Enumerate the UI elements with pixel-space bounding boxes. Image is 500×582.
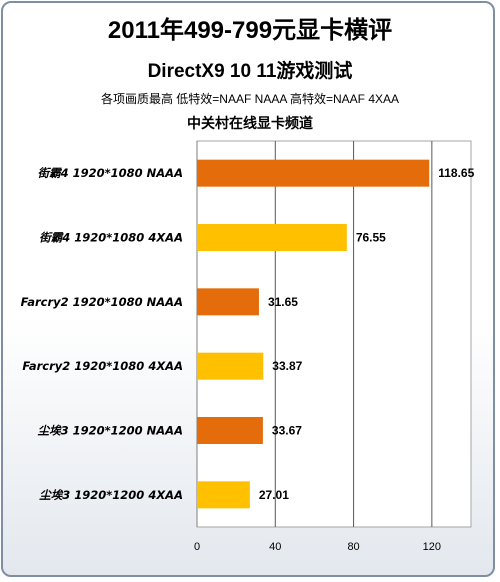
- bar-0: [197, 159, 430, 187]
- category-label-5: 尘埃3 1920*1200 4XAA: [39, 488, 183, 502]
- category-label-2: Farcry2 1920*1080 NAAA: [21, 295, 183, 309]
- category-label-3: Farcry2 1920*1080 4XAA: [22, 359, 183, 373]
- value-label-3: 33.87: [272, 359, 302, 373]
- bar-5: [197, 481, 250, 509]
- chart-source: 中关村在线显卡频道: [187, 115, 313, 131]
- value-label-2: 31.65: [268, 295, 298, 309]
- bar-4: [197, 417, 263, 444]
- chart-subtitle: DirectX9 10 11游戏测试: [147, 61, 353, 82]
- value-label-4: 33.67: [272, 424, 302, 438]
- value-label-0: 118.65: [438, 166, 474, 180]
- plot-area: [196, 140, 472, 528]
- value-label-1: 76.55: [356, 231, 386, 245]
- bar-2: [197, 288, 259, 316]
- x-tick-label-2: 80: [347, 541, 359, 553]
- x-tick-label-3: 120: [423, 541, 441, 553]
- x-tick-label-0: 0: [194, 541, 200, 553]
- bar-3: [197, 352, 264, 380]
- chart-note: 各项画质最高 低特效=NAAF NAAA 高特效=NAAF 4XAA: [100, 92, 400, 106]
- value-label-5: 27.01: [259, 488, 289, 502]
- chart-title: 2011年499-799元显卡横评: [107, 17, 393, 44]
- bar-1: [197, 224, 347, 251]
- category-label-4: 尘埃3 1920*1200 NAAA: [38, 424, 183, 438]
- x-tick-label-1: 40: [269, 541, 281, 553]
- category-label-1: 街霸4 1920*1080 4XAA: [39, 231, 183, 245]
- category-label-0: 街霸4 1920*1080 NAAA: [38, 166, 183, 180]
